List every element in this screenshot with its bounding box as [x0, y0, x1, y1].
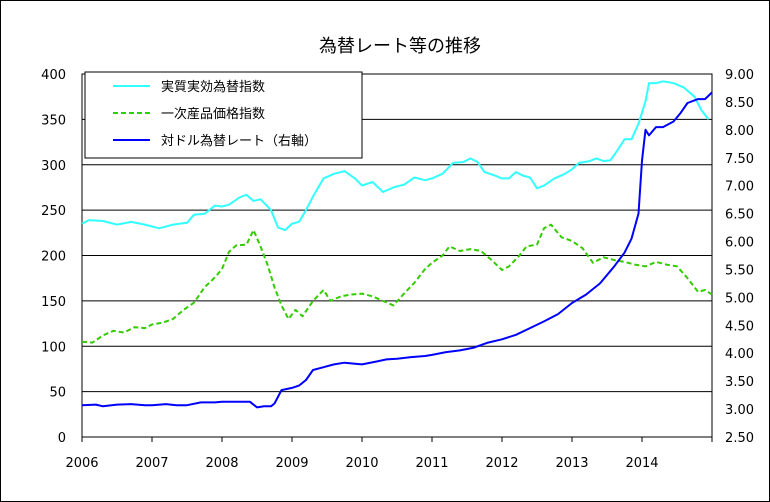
- left-tick-label: 0: [58, 431, 66, 446]
- right-tick-label: 8.50: [725, 96, 754, 111]
- left-tick-label: 350: [41, 113, 66, 128]
- left-tick-label: 150: [41, 295, 66, 310]
- right-tick-label: 9.00: [725, 68, 754, 83]
- x-tick-label: 2008: [205, 456, 238, 471]
- left-tick-label: 200: [41, 250, 66, 265]
- x-tick-label: 2010: [345, 456, 378, 471]
- left-axis-ticks: 0 50 100 150 200 250 300 350 400: [41, 68, 66, 446]
- right-tick-label: 8.00: [725, 124, 754, 139]
- left-tick-label: 300: [41, 159, 66, 174]
- right-tick-label: 7.00: [725, 180, 754, 195]
- series-line-reer: [81, 80, 710, 232]
- series-lines: [81, 80, 713, 409]
- right-tick-label: 4.50: [725, 319, 754, 334]
- legend-label-reer: 実質実効為替指数: [161, 79, 265, 95]
- x-tick-label: 2009: [275, 456, 308, 471]
- legend-label-usd-rate: 対ドル為替レート（右軸）: [161, 133, 317, 149]
- right-tick-label: 4.00: [725, 347, 754, 362]
- series-line-usd-rate: [81, 91, 713, 409]
- x-tick-label: 2013: [555, 456, 588, 471]
- right-tick-label: 6.50: [725, 208, 754, 223]
- chart-title: 為替レート等の推移: [319, 36, 481, 57]
- right-axis-ticks: 2.50 3.00 3.50 4.00 4.50 5.00 5.50 6.00 6.50 7.00…: [725, 68, 754, 446]
- left-tick-label: 50: [49, 386, 66, 401]
- plot-area-border: [81, 73, 713, 438]
- right-tick-label: 2.50: [725, 431, 754, 446]
- right-tick-label: 5.50: [725, 263, 754, 278]
- legend-label-commodity: 一次産品価格指数: [161, 106, 265, 122]
- left-tick-label: 100: [41, 340, 66, 355]
- legend: 実質実効為替指数 一次産品価格指数 対ドル為替レート（右軸）: [84, 71, 363, 159]
- x-tick-label: 2012: [485, 456, 518, 471]
- x-tick-label: 2011: [415, 456, 448, 471]
- right-tick-label: 3.50: [725, 375, 754, 390]
- left-tick-label: 400: [41, 68, 66, 83]
- left-tick-label: 250: [41, 204, 66, 219]
- right-tick-label: 3.00: [725, 403, 754, 418]
- right-tick-label: 5.00: [725, 291, 754, 306]
- right-tick-label: 7.50: [725, 152, 754, 167]
- x-tick-label: 2006: [65, 456, 98, 471]
- x-tick-label: 2014: [625, 456, 658, 471]
- right-tick-label: 6.00: [725, 236, 754, 251]
- x-tick-label: 2007: [135, 456, 168, 471]
- x-axis-ticks: 2006 2007 2008 2009 2010 2011 2012 2013 2014: [65, 437, 713, 471]
- series-line-commodity: [81, 223, 713, 344]
